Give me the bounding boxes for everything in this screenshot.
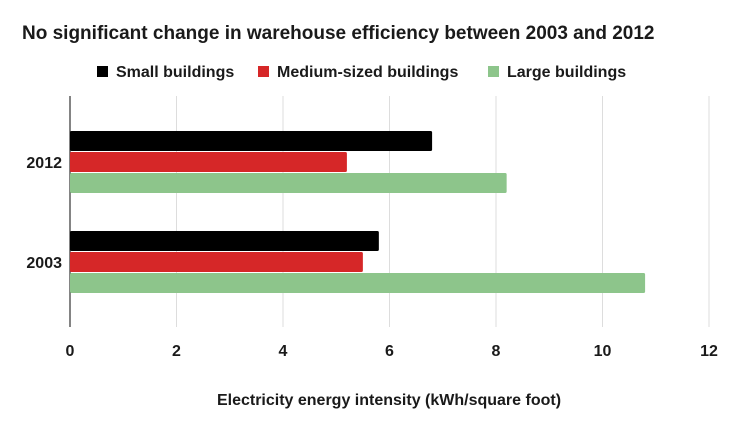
bar-large-buildings-2003 (70, 273, 646, 293)
x-axis-title: Electricity energy intensity (kWh/square… (217, 392, 561, 409)
legend-swatch (488, 66, 499, 77)
legend: Small buildings Medium-sized buildings Lar… (97, 64, 626, 81)
legend-label: Medium-sized buildings (277, 64, 458, 81)
chart-title: No significant change in warehouse effic… (22, 23, 655, 44)
x-tick-label: 10 (594, 343, 612, 360)
x-tick-label: 6 (385, 343, 394, 360)
x-tick-label: 0 (66, 343, 75, 360)
x-tick-labels: 0 2 4 6 8 10 12 (66, 343, 718, 360)
bars (70, 131, 646, 293)
bar-medium-sized-buildings-2012 (70, 152, 347, 172)
category-label: 2003 (26, 255, 62, 272)
category-label: 2012 (26, 155, 62, 172)
legend-label: Large buildings (507, 64, 626, 81)
bar-small-buildings-2012 (70, 131, 433, 151)
x-tick-label: 12 (700, 343, 718, 360)
legend-label: Small buildings (116, 64, 234, 81)
x-tick-label: 2 (172, 343, 181, 360)
x-tick-label: 4 (279, 343, 288, 360)
legend-swatch (97, 66, 108, 77)
bar-small-buildings-2003 (70, 231, 379, 251)
bar-large-buildings-2012 (70, 173, 507, 193)
bar-medium-sized-buildings-2003 (70, 252, 363, 272)
legend-swatch (258, 66, 269, 77)
x-tick-label: 8 (492, 343, 501, 360)
category-labels: 2012 2003 (26, 155, 62, 272)
